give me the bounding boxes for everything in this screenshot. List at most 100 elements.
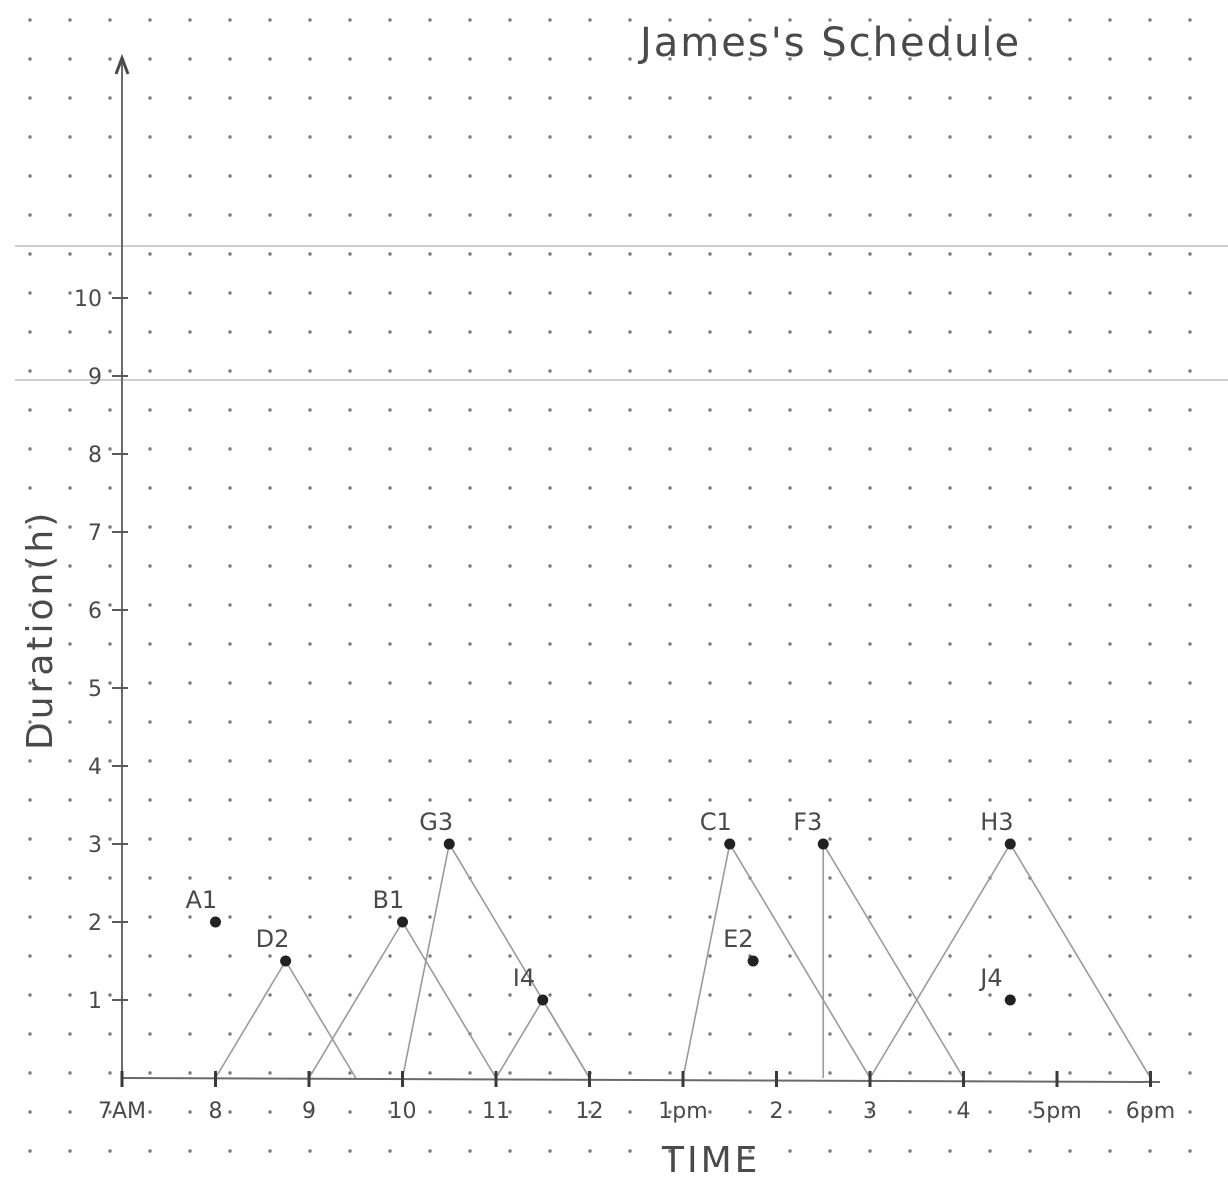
- grid-dot: [908, 135, 912, 139]
- grid-dot: [388, 1149, 392, 1153]
- grid-dot: [828, 1110, 832, 1114]
- grid-dot: [908, 1149, 912, 1153]
- grid-dot: [428, 993, 432, 997]
- grid-dot: [68, 486, 72, 490]
- point-B1: [397, 916, 408, 928]
- grid-dot: [468, 993, 472, 997]
- grid-dot: [28, 759, 32, 763]
- grid-dot: [468, 18, 472, 22]
- grid-dot: [1028, 603, 1032, 607]
- grid-dot: [868, 603, 872, 607]
- grid-dot: [1188, 252, 1192, 256]
- grid-dot: [1068, 915, 1072, 919]
- grid-dot: [28, 954, 32, 958]
- grid-dot: [548, 876, 552, 880]
- grid-dot: [588, 642, 592, 646]
- grid-dot: [268, 291, 272, 295]
- grid-dot: [348, 408, 352, 412]
- grid-dot: [1188, 174, 1192, 178]
- grid-dot: [668, 993, 672, 997]
- grid-dot: [708, 798, 712, 802]
- grid-dot: [1068, 525, 1072, 529]
- grid-dot: [1148, 798, 1152, 802]
- grid-dot: [508, 1071, 512, 1075]
- grid-dot: [188, 174, 192, 178]
- grid-dot: [188, 603, 192, 607]
- grid-dot: [268, 174, 272, 178]
- grid-dot: [348, 837, 352, 841]
- grid-dot: [748, 564, 752, 568]
- grid-dot: [388, 369, 392, 373]
- grid-dot: [108, 330, 112, 334]
- grid-dot: [108, 174, 112, 178]
- grid-dot: [268, 330, 272, 334]
- grid-dot: [508, 96, 512, 100]
- grid-dot: [28, 564, 32, 568]
- grid-dot: [1028, 96, 1032, 100]
- grid-dot: [268, 408, 272, 412]
- grid-dot: [1028, 720, 1032, 724]
- grid-dot: [988, 993, 992, 997]
- grid-dot: [388, 135, 392, 139]
- grid-dot: [148, 603, 152, 607]
- grid-dot: [1028, 915, 1032, 919]
- grid-dot: [1188, 486, 1192, 490]
- grid-dot: [108, 1071, 112, 1075]
- grid-dot: [108, 447, 112, 451]
- grid-dot: [468, 759, 472, 763]
- grid-dot: [428, 291, 432, 295]
- grid-dot: [1148, 915, 1152, 919]
- grid-dot: [1028, 993, 1032, 997]
- grid-dot: [268, 876, 272, 880]
- grid-dot: [468, 330, 472, 334]
- grid-dot: [468, 213, 472, 217]
- grid-dot: [588, 57, 592, 61]
- grid-dot: [1108, 681, 1112, 685]
- grid-dot: [348, 369, 352, 373]
- grid-dot: [628, 213, 632, 217]
- grid-dot: [588, 1110, 592, 1114]
- grid-dot: [148, 876, 152, 880]
- grid-dot: [428, 681, 432, 685]
- grid-dot: [1108, 564, 1112, 568]
- grid-dot: [548, 954, 552, 958]
- grid-dot: [268, 603, 272, 607]
- grid-dot: [348, 915, 352, 919]
- grid-dot: [1188, 954, 1192, 958]
- grid-dot: [788, 252, 792, 256]
- grid-dot: [708, 174, 712, 178]
- grid-dot: [468, 837, 472, 841]
- grid-dot: [788, 564, 792, 568]
- grid-dot: [228, 759, 232, 763]
- grid-dot: [468, 291, 472, 295]
- grid-dot: [868, 135, 872, 139]
- grid-dot: [908, 1071, 912, 1075]
- grid-dot: [628, 369, 632, 373]
- grid-dot: [708, 135, 712, 139]
- grid-dot: [748, 603, 752, 607]
- grid-dot: [348, 993, 352, 997]
- grid-dot: [1108, 408, 1112, 412]
- grid-dot: [588, 96, 592, 100]
- grid-dot: [1148, 837, 1152, 841]
- grid-dot: [68, 1071, 72, 1075]
- grid-dot: [1188, 291, 1192, 295]
- grid-dot: [348, 291, 352, 295]
- grid-dot: [428, 369, 432, 373]
- grid-dot: [68, 18, 72, 22]
- grid-dot: [668, 486, 672, 490]
- grid-dot: [708, 1032, 712, 1036]
- grid-dot: [388, 1032, 392, 1036]
- grid-dot: [708, 1071, 712, 1075]
- grid-dot: [548, 18, 552, 22]
- grid-dot: [188, 876, 192, 880]
- point-label-H3: H3: [980, 808, 1013, 836]
- grid-dot: [1148, 564, 1152, 568]
- grid-dot: [508, 720, 512, 724]
- grid-dot: [1108, 798, 1112, 802]
- grid-dot: [708, 408, 712, 412]
- grid-dot: [28, 798, 32, 802]
- grid-dot: [1068, 876, 1072, 880]
- grid-dot: [948, 1032, 952, 1036]
- grid-dot: [28, 1110, 32, 1114]
